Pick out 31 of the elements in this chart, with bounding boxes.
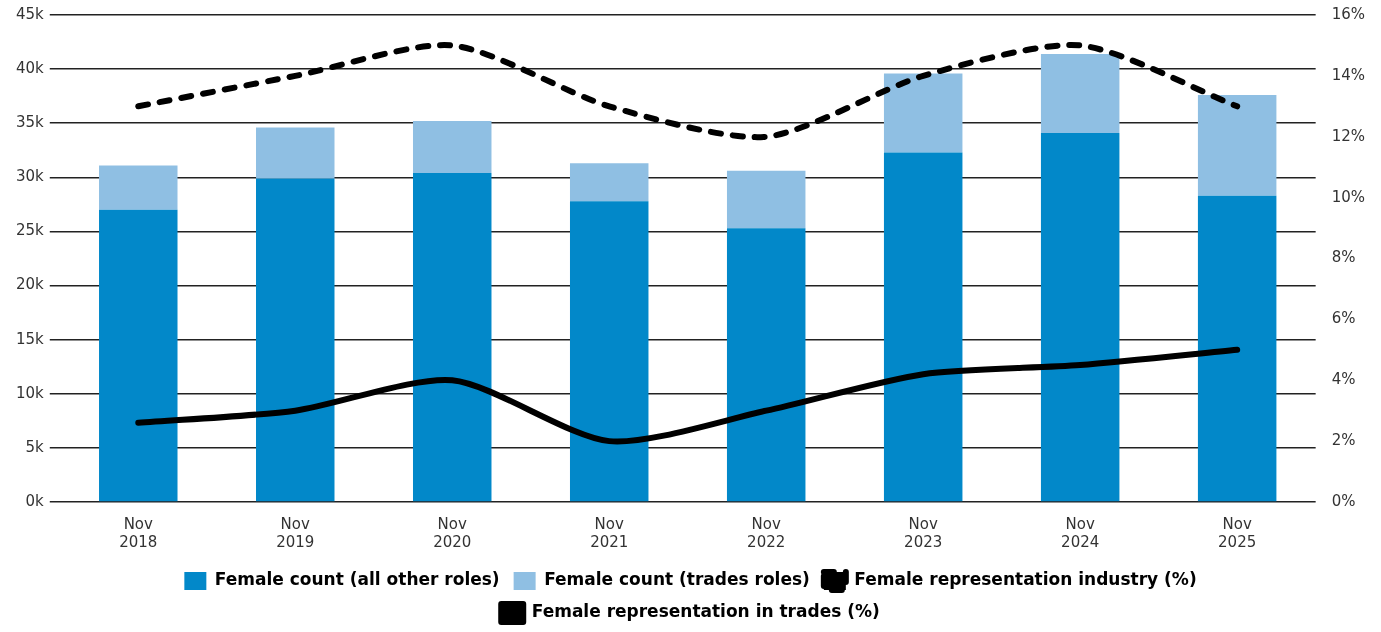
y2-tick-label: 14% [1331, 65, 1365, 84]
y-tick-label: 5k [25, 437, 45, 456]
legend-label: Female count (all other roles) [214, 569, 500, 590]
legend-label: Female representation in trades (%) [531, 601, 880, 622]
y-tick-label: 20k [15, 275, 45, 294]
x-tick-label: Nov 2022 [747, 514, 786, 551]
x-tick-label: Nov 2018 [119, 514, 158, 551]
y2-tick-label: 12% [1331, 126, 1365, 145]
x-tick-label: Nov 2020 [433, 514, 472, 551]
y-tick-label: 45k [15, 4, 45, 23]
y2-tick-label: 2% [1331, 431, 1356, 450]
y2-tick-label: 6% [1331, 309, 1356, 328]
x-tick-label: Nov 2024 [1061, 514, 1100, 551]
y-tick-label: 35k [15, 113, 45, 132]
y2-tick-label: 16% [1331, 4, 1365, 23]
y2-tick-label: 8% [1331, 248, 1356, 267]
x-tick-label: Nov 2019 [276, 514, 315, 551]
x-tick-label: Nov 2025 [1218, 514, 1257, 551]
x-tick-label: Nov 2021 [590, 514, 629, 551]
y2-tick-label: 4% [1331, 370, 1356, 389]
y-tick-label: 15k [15, 329, 45, 348]
y2-tick-label: 0% [1331, 491, 1356, 510]
y-tick-label: 40k [15, 59, 45, 77]
legend-label: Female count (trades roles) [544, 569, 810, 590]
x-tick-label: Nov 2023 [904, 514, 943, 551]
y-tick-label: 30k [15, 167, 45, 186]
y-tick-label: 25k [15, 221, 45, 240]
y2-tick-label: 10% [1331, 187, 1365, 206]
y-tick-label: 10k [15, 383, 45, 402]
y-tick-label: 0k [25, 491, 45, 510]
legend-label: Female representation industry (%) [854, 569, 1197, 590]
